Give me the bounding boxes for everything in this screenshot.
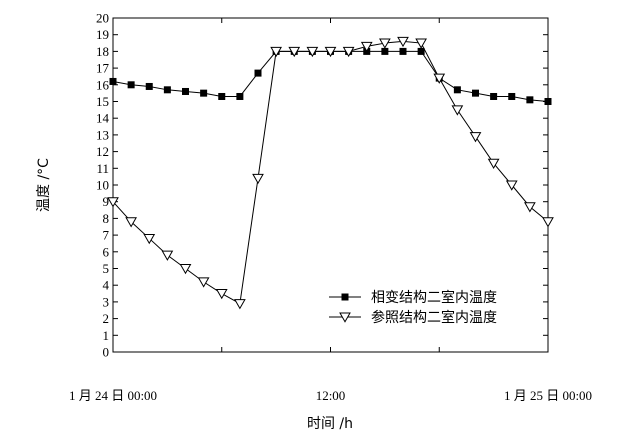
data-point (524, 202, 536, 213)
y-tick-label: 3 (103, 294, 110, 309)
y-tick-label: 16 (96, 77, 110, 92)
y-tick-label: 19 (96, 27, 109, 42)
series-line (112, 40, 549, 305)
x-tick-label: 1 月 25 日 00:00 (504, 388, 592, 403)
y-axis-title: 温度 /°C (36, 158, 52, 212)
x-axis-title: 时间 /h (307, 416, 353, 432)
data-point (381, 47, 389, 55)
y-tick-label: 17 (96, 61, 110, 76)
data-point (197, 277, 210, 288)
y-tick-label: 15 (96, 94, 109, 109)
data-point (508, 92, 516, 100)
data-point (127, 81, 135, 89)
data-point (254, 69, 262, 77)
data-point (215, 289, 228, 300)
x-tick-label: 1 月 24 日 00:00 (69, 388, 157, 403)
y-tick-label: 13 (96, 127, 109, 142)
y-tick-label: 5 (103, 261, 110, 276)
y-tick-label: 14 (96, 111, 110, 126)
legend-label: 相变结构二室内温度 (371, 289, 497, 306)
y-tick-label: 20 (96, 11, 109, 26)
data-point (417, 47, 425, 55)
data-point (288, 46, 301, 58)
y-tick-label: 8 (103, 211, 110, 226)
data-point (415, 38, 427, 49)
y-tick-label: 18 (96, 44, 109, 59)
data-point (200, 89, 208, 97)
data-point (234, 299, 246, 310)
data-point (107, 197, 119, 208)
series-layer (107, 36, 554, 310)
data-point (161, 250, 174, 261)
y-tick-label: 10 (96, 178, 109, 193)
y-tick-label: 9 (103, 194, 110, 209)
data-point (526, 96, 534, 104)
data-point (306, 46, 319, 58)
x-tick-label: 12:00 (316, 388, 346, 403)
x-axis-ticks: 1 月 24 日 00:00 12:00 1 月 25 日 00:00 (69, 18, 592, 403)
data-point (469, 132, 482, 143)
data-point (145, 82, 153, 90)
data-point (109, 77, 117, 85)
y-tick-label: 1 (103, 328, 110, 343)
data-point (324, 46, 337, 58)
data-point (505, 180, 518, 191)
data-point (472, 89, 479, 97)
data-point (379, 38, 391, 49)
legend-label: 参照结构二室内温度 (371, 309, 497, 326)
y-tick-label: 12 (96, 144, 109, 159)
legend-marker (341, 293, 349, 301)
y-tick-label: 2 (103, 311, 110, 326)
series-line (112, 50, 549, 102)
data-point (542, 217, 554, 228)
data-point (544, 98, 552, 105)
data-point (163, 86, 171, 94)
data-point (270, 46, 282, 58)
data-point (218, 92, 226, 100)
data-point (397, 36, 409, 48)
data-point (179, 264, 192, 275)
series-2 (107, 36, 554, 310)
legend-item-1: 相变结构二室内温度 (329, 289, 497, 306)
data-point (487, 158, 500, 170)
data-point (399, 47, 407, 55)
y-tick-label: 11 (96, 161, 109, 176)
data-point (252, 173, 264, 185)
data-point (143, 233, 156, 245)
data-point (342, 46, 355, 58)
data-point (490, 92, 498, 100)
legend-item-2: 参照结构二室内温度 (329, 309, 497, 326)
y-tick-label: 6 (103, 244, 110, 259)
data-point (433, 73, 446, 84)
data-point (125, 217, 137, 228)
data-point (360, 41, 373, 53)
data-point (182, 87, 189, 95)
data-point (451, 105, 464, 116)
y-tick-label: 4 (103, 278, 110, 293)
y-tick-label: 0 (103, 345, 110, 360)
data-point (236, 92, 244, 100)
legend-marker (339, 312, 351, 323)
data-point (453, 86, 461, 94)
y-tick-label: 7 (103, 228, 110, 243)
